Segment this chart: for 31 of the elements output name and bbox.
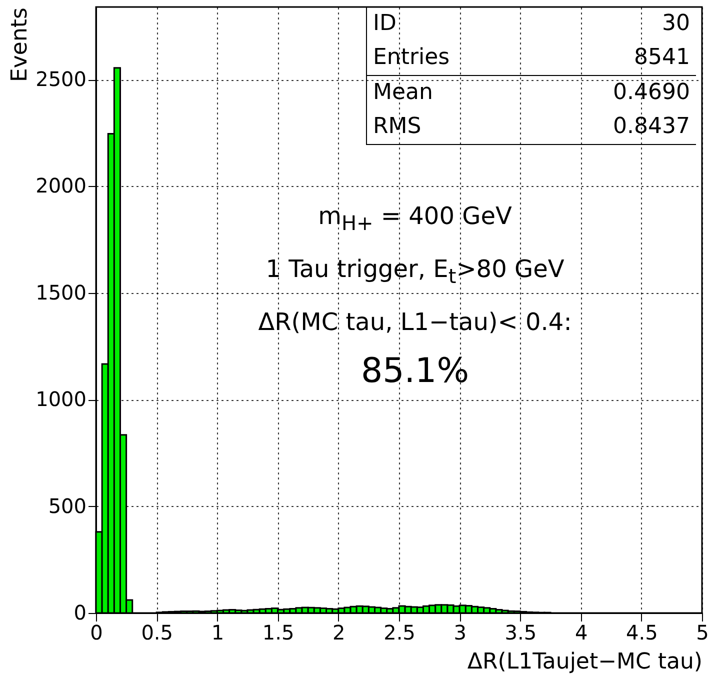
annotation: 85.1% xyxy=(360,350,470,393)
y-axis-title: Events xyxy=(8,8,33,82)
annotation: ΔR(MC tau, L1−tau)< 0.4: xyxy=(257,307,573,338)
annotation: 8541 xyxy=(634,44,690,72)
annotation: m$_{H+}$ = 400 GeV xyxy=(317,201,513,237)
x-tick-label: 4.5 xyxy=(626,620,658,644)
annotation: Mean xyxy=(373,79,433,107)
x-tick-label: 2.5 xyxy=(384,620,416,644)
x-tick-label: 0 xyxy=(90,620,103,644)
x-tick-label: 2 xyxy=(332,620,346,644)
annotation: 0.4690 xyxy=(613,79,690,107)
x-tick-label: 4 xyxy=(574,620,588,644)
y-tick-label: 0 xyxy=(74,600,86,624)
annotation: RMS xyxy=(373,113,422,141)
y-tick-label: 2500 xyxy=(36,67,86,92)
y-tick-label: 1500 xyxy=(36,280,86,304)
y-tick-label: 500 xyxy=(48,494,86,518)
annotation: ID xyxy=(373,10,396,38)
x-tick-label: 3 xyxy=(454,620,466,644)
x-tick-label: 3.5 xyxy=(504,620,537,644)
x-tick-label: 1.5 xyxy=(262,620,294,644)
x-axis-title: ΔR(L1Taujet−MC tau) xyxy=(467,650,702,674)
y-tick-label: 2000 xyxy=(36,174,86,198)
x-tick-label: 5 xyxy=(696,620,709,644)
x-tick-label: 0.5 xyxy=(141,620,174,644)
annotation: 0.8437 xyxy=(613,113,690,141)
annotation: 30 xyxy=(662,10,690,38)
x-tick-label: 1 xyxy=(211,620,224,644)
annotation: 1 Tau trigger, E$_{t}$>80 GeV xyxy=(264,254,566,290)
annotation: Entries xyxy=(373,44,450,72)
y-tick-label: 1000 xyxy=(36,387,86,412)
